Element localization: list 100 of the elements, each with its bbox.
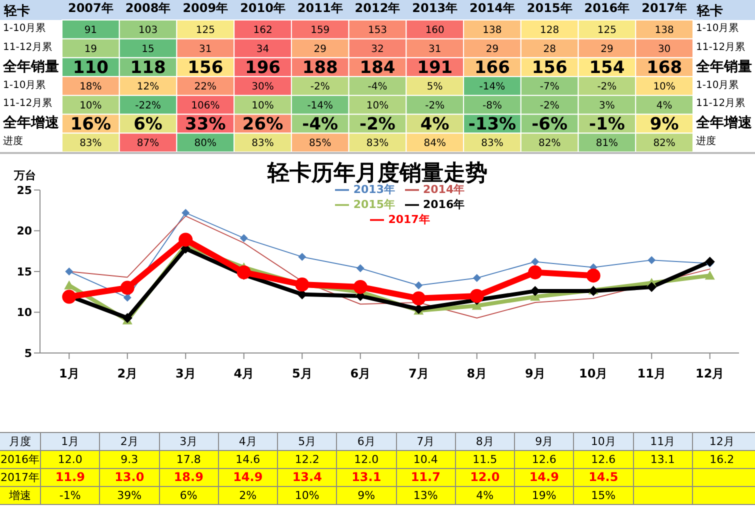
data-label: 12.6 [573, 451, 632, 468]
data-label: -2% [540, 100, 560, 112]
x-tick-label: 5月 [292, 366, 312, 381]
data-label: 4% [656, 100, 672, 112]
data-label: 28 [543, 44, 556, 55]
data-label: 159 [310, 24, 330, 36]
category-label: 3月 [180, 435, 198, 448]
y-tick-label: 10 [16, 306, 32, 320]
y-tick-label: 20 [16, 224, 32, 238]
chart-title: 轻卡 [697, 3, 723, 20]
x-tick-label: 6月 [350, 366, 371, 381]
point [586, 268, 600, 283]
data-label: -6% [532, 114, 568, 135]
y2-tick-label: 1-10月累 [693, 76, 755, 96]
data-label: 12.0 [454, 469, 514, 486]
point [646, 282, 657, 292]
text: 6% [158, 487, 218, 504]
data-label: -2% [597, 82, 617, 92]
data-label: 6% [134, 114, 162, 135]
category-label: 8月 [476, 435, 494, 448]
legend-label: 2017年 [388, 213, 430, 226]
legend-label: 2013年 [353, 183, 395, 196]
point [531, 258, 540, 266]
y-axis-title: 万台 [14, 168, 36, 183]
text: 4% [454, 487, 514, 504]
point [65, 268, 74, 276]
data-label: 26% [242, 114, 284, 135]
point [704, 256, 715, 267]
data-label: 160 [425, 24, 444, 36]
data-label: 18.9 [158, 469, 218, 486]
data-label: 156 [532, 58, 568, 78]
data-label: 191 [417, 58, 453, 78]
point [412, 291, 426, 306]
data-label: 154 [589, 58, 625, 78]
data-label: -14% [307, 100, 334, 112]
data-label: 10% [366, 100, 389, 112]
x-tick-label: 2011年 [297, 1, 343, 15]
x-tick-label: 12月 [696, 366, 724, 381]
x-tick-label: 2014年 [470, 1, 515, 15]
data-label: -2% [310, 82, 330, 92]
point [470, 288, 484, 303]
data-label: 33% [185, 114, 226, 135]
data-label: 83% [80, 138, 102, 150]
data-label: 9.3 [99, 451, 158, 468]
data-label: 118 [130, 58, 166, 78]
x-tick-label: 2008年 [125, 1, 171, 15]
x-axis-title: 月度 [8, 434, 32, 450]
data-label: -1% [588, 114, 625, 135]
data-label: -22% [135, 100, 161, 112]
point [123, 294, 132, 302]
point [356, 264, 364, 272]
data-label: 10% [653, 82, 676, 92]
point [295, 278, 310, 292]
category-label: 4月 [238, 435, 257, 448]
data-label: 188 [302, 58, 338, 78]
y-tick-label: 1-10月累 [0, 20, 62, 39]
category-label: 7月 [416, 435, 435, 448]
point [353, 280, 368, 294]
legend-label: 2014年 [423, 183, 465, 196]
data-label: 103 [138, 24, 158, 36]
point [236, 265, 251, 280]
y2-tick-label: 11-12月累 [693, 38, 755, 58]
y-tick-label: 11-12月累 [0, 38, 62, 58]
text: 10% [277, 487, 336, 504]
y-tick-label: 全年增速 [0, 114, 62, 134]
x-tick-label: 4月 [234, 366, 254, 381]
point [120, 280, 134, 295]
data-label: -14% [479, 82, 506, 92]
category-label: 6月 [357, 435, 376, 448]
data-label: 80% [194, 138, 217, 150]
data-label: 31 [428, 44, 442, 55]
category-label: 2月 [120, 435, 138, 448]
data-label: 106% [191, 100, 220, 112]
x-tick-label: 1月 [58, 366, 80, 381]
y-tick-label: 15 [16, 265, 32, 278]
y2-tick-label: 11-12月累 [693, 95, 755, 114]
data-label: 11.7 [396, 469, 455, 486]
data-label: -8% [482, 100, 502, 112]
y-tick-label: 5 [24, 346, 32, 360]
text: 2% [218, 487, 277, 504]
point [528, 265, 542, 280]
data-label: 29 [486, 44, 499, 55]
x-tick-label: 2月 [117, 366, 138, 381]
category-label: 11月 [650, 435, 676, 448]
data-label: 168 [646, 58, 682, 78]
text: 19% [514, 487, 574, 504]
data-label: 84% [424, 138, 446, 150]
x-tick-label: 2007年 [68, 1, 114, 15]
data-label: 16.2 [692, 451, 751, 468]
y2-tick-label: 全年销量 [693, 58, 755, 77]
data-label: 29 [314, 44, 327, 55]
data-label: 125 [196, 24, 215, 36]
data-label: 12.6 [514, 451, 574, 468]
data-label: 34 [256, 44, 270, 55]
data-label: 14.5 [573, 469, 632, 486]
text: 39% [99, 487, 158, 504]
data-label: 83% [252, 138, 274, 150]
data-label: 14.9 [218, 469, 277, 486]
x-tick-label: 2013年 [412, 1, 458, 15]
text: 13% [396, 487, 455, 504]
